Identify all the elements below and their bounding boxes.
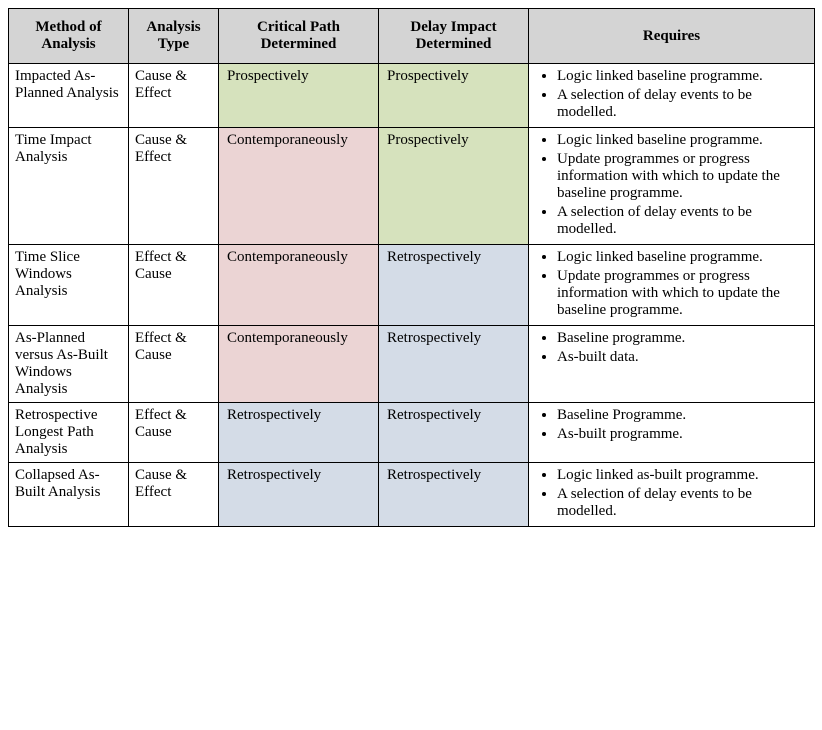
cell-delay-impact: Retrospectively: [379, 245, 529, 326]
cell-requires: Logic linked baseline programme. Update p…: [529, 128, 815, 245]
cell-requires: Baseline Programme. As-built programme.: [529, 403, 815, 463]
requires-list: Baseline Programme. As-built programme.: [535, 407, 808, 443]
table-header-row: Method of Analysis Analysis Type Critica…: [9, 9, 815, 64]
requires-item: Baseline programme.: [557, 330, 808, 347]
cell-critical-path: Contemporaneously: [219, 128, 379, 245]
requires-list: Baseline programme. As-built data.: [535, 330, 808, 366]
cell-type: Effect & Cause: [129, 326, 219, 403]
cell-type: Cause & Effect: [129, 128, 219, 245]
header-delay: Delay Impact Determined: [379, 9, 529, 64]
requires-item: Logic linked baseline programme.: [557, 249, 808, 266]
cell-critical-path: Prospectively: [219, 64, 379, 128]
requires-list: Logic linked baseline programme. Update p…: [535, 132, 808, 238]
cell-requires: Logic linked baseline programme. A select…: [529, 64, 815, 128]
cell-delay-impact: Prospectively: [379, 64, 529, 128]
header-critical: Critical Path Determined: [219, 9, 379, 64]
table-row: Retrospective Longest Path AnalysisEffec…: [9, 403, 815, 463]
requires-item: Update programmes or progress informatio…: [557, 151, 808, 202]
table-row: Time Impact AnalysisCause & EffectContem…: [9, 128, 815, 245]
cell-type: Cause & Effect: [129, 64, 219, 128]
table-row: Time Slice Windows AnalysisEffect & Caus…: [9, 245, 815, 326]
cell-requires: Baseline programme. As-built data.: [529, 326, 815, 403]
cell-delay-impact: Prospectively: [379, 128, 529, 245]
cell-type: Effect & Cause: [129, 403, 219, 463]
requires-item: A selection of delay events to be modell…: [557, 87, 808, 121]
table-row: As-Planned versus As-Built Windows Analy…: [9, 326, 815, 403]
cell-critical-path: Contemporaneously: [219, 326, 379, 403]
cell-method: Time Impact Analysis: [9, 128, 129, 245]
cell-critical-path: Contemporaneously: [219, 245, 379, 326]
header-type: Analysis Type: [129, 9, 219, 64]
requires-item: As-built programme.: [557, 426, 808, 443]
requires-list: Logic linked baseline programme. Update p…: [535, 249, 808, 319]
requires-item: Baseline Programme.: [557, 407, 808, 424]
cell-requires: Logic linked as-built programme. A select…: [529, 463, 815, 527]
requires-list: Logic linked as-built programme. A select…: [535, 467, 808, 520]
requires-item: Logic linked as-built programme.: [557, 467, 808, 484]
requires-item: Update programmes or progress informatio…: [557, 268, 808, 319]
cell-method: Impacted As-Planned Analysis: [9, 64, 129, 128]
table-row: Collapsed As-Built AnalysisCause & Effec…: [9, 463, 815, 527]
cell-method: Collapsed As-Built Analysis: [9, 463, 129, 527]
header-requires: Requires: [529, 9, 815, 64]
requires-item: A selection of delay events to be modell…: [557, 204, 808, 238]
requires-item: A selection of delay events to be modell…: [557, 486, 808, 520]
table-body: Impacted As-Planned AnalysisCause & Effe…: [9, 64, 815, 527]
table-row: Impacted As-Planned AnalysisCause & Effe…: [9, 64, 815, 128]
cell-method: Retrospective Longest Path Analysis: [9, 403, 129, 463]
delay-analysis-table: Method of Analysis Analysis Type Critica…: [8, 8, 815, 527]
cell-delay-impact: Retrospectively: [379, 463, 529, 527]
cell-critical-path: Retrospectively: [219, 403, 379, 463]
cell-critical-path: Retrospectively: [219, 463, 379, 527]
cell-requires: Logic linked baseline programme. Update p…: [529, 245, 815, 326]
cell-delay-impact: Retrospectively: [379, 403, 529, 463]
requires-item: As-built data.: [557, 349, 808, 366]
requires-list: Logic linked baseline programme. A select…: [535, 68, 808, 121]
cell-delay-impact: Retrospectively: [379, 326, 529, 403]
cell-method: As-Planned versus As-Built Windows Analy…: [9, 326, 129, 403]
cell-type: Effect & Cause: [129, 245, 219, 326]
requires-item: Logic linked baseline programme.: [557, 68, 808, 85]
cell-type: Cause & Effect: [129, 463, 219, 527]
cell-method: Time Slice Windows Analysis: [9, 245, 129, 326]
header-method: Method of Analysis: [9, 9, 129, 64]
requires-item: Logic linked baseline programme.: [557, 132, 808, 149]
